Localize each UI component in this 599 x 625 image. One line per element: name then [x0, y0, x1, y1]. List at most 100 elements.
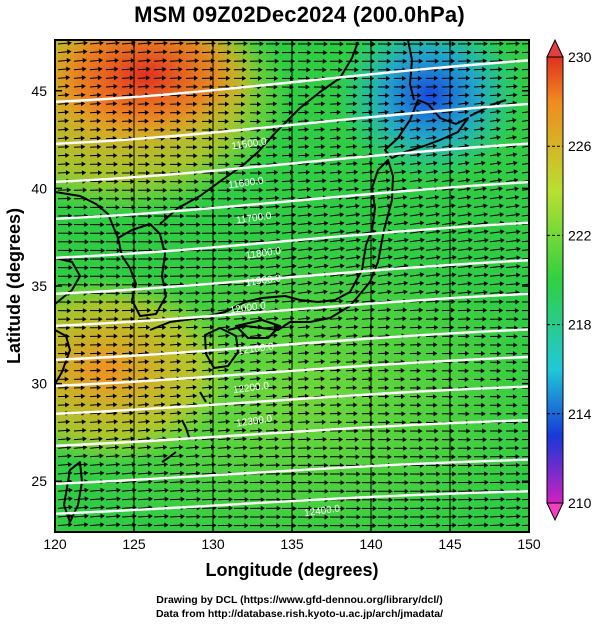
wind-arrow-head — [465, 92, 470, 98]
wind-arrow-head — [500, 255, 505, 261]
wind-arrow-head — [307, 462, 313, 468]
wind-arrow-head — [400, 101, 406, 107]
wind-arrow-head — [259, 453, 264, 459]
wind-arrow-head — [484, 522, 489, 528]
wind-arrow-head — [113, 75, 119, 81]
wind-arrow-head — [339, 462, 345, 468]
wind-arrow-head — [368, 126, 373, 133]
wind-arrow-shaft — [521, 171, 529, 174]
wind-arrow-head — [96, 118, 101, 124]
wind-arrow-head — [209, 410, 214, 416]
wind-arrow-head — [100, 222, 105, 228]
wind-arrow-head — [179, 462, 185, 468]
wind-arrow-head — [114, 444, 120, 450]
wind-arrow-head — [259, 41, 264, 47]
wind-arrow-head — [323, 445, 328, 451]
wind-arrow-head — [196, 230, 201, 236]
wind-arrow-head — [128, 367, 133, 373]
wind-arrow-head — [82, 57, 87, 63]
wind-arrow-head — [132, 265, 137, 271]
wind-arrow-head — [467, 272, 473, 278]
wind-arrow-head — [68, 265, 73, 271]
wind-arrow-head — [450, 75, 455, 81]
wind-arrow-head — [339, 454, 344, 460]
wind-arrow-head — [193, 75, 199, 81]
wind-arrow-head — [179, 453, 184, 459]
wind-arrow-head — [465, 402, 470, 408]
wind-arrow-head — [420, 522, 425, 528]
wind-arrow-head — [275, 298, 280, 304]
wind-arrow-head — [163, 49, 168, 55]
wind-arrow-head — [497, 84, 502, 90]
wind-arrow-head — [84, 282, 89, 288]
wind-arrow-head — [227, 196, 232, 202]
wind-arrow-head — [227, 462, 233, 468]
wind-arrow-head — [148, 213, 153, 219]
wind-arrow-head — [114, 170, 119, 176]
wind-arrow-head — [386, 428, 391, 434]
wind-arrow-head — [308, 220, 313, 226]
wind-arrow-head — [210, 170, 215, 176]
wind-arrow-head — [530, 162, 533, 165]
wind-arrow-head — [499, 462, 505, 468]
contour-label: 11500.0 — [231, 136, 268, 152]
wind-arrow-head — [481, 411, 486, 417]
wind-arrow-head — [240, 359, 246, 365]
wind-arrow-head — [308, 514, 313, 520]
wind-arrow-head — [243, 445, 248, 451]
wind-arrow-head — [260, 479, 265, 485]
wind-arrow-head — [160, 359, 166, 365]
wind-arrow-head — [192, 118, 197, 124]
wind-arrow-head — [304, 385, 310, 391]
wind-arrow-head — [242, 75, 247, 81]
wind-arrow-head — [498, 307, 504, 313]
x-axis-label: Longitude (degrees) — [205, 560, 378, 580]
wind-arrow-head — [227, 290, 232, 296]
wind-arrow-head — [180, 230, 185, 236]
wind-arrow-head — [401, 169, 407, 175]
wind-arrow-head — [320, 359, 326, 365]
wind-arrow-head — [212, 479, 217, 485]
height-contour — [55, 418, 529, 447]
coast-shikoku — [235, 319, 281, 339]
wind-arrow-head — [224, 110, 230, 116]
wind-arrow-head — [448, 143, 454, 149]
wind-arrow-head — [388, 471, 393, 477]
wind-arrow-head — [80, 127, 85, 133]
wind-arrow-head — [482, 316, 487, 322]
wind-arrow-head — [244, 505, 249, 511]
wind-arrow-head — [484, 229, 489, 235]
wind-arrow-head — [275, 41, 280, 47]
wind-arrow-head — [449, 333, 454, 339]
wind-arrow-head — [96, 109, 102, 115]
wind-arrow-head — [177, 144, 182, 150]
wind-arrow-head — [129, 402, 134, 408]
wind-arrow-head — [385, 324, 391, 330]
wind-arrow-head — [449, 402, 454, 408]
wind-arrow-head — [418, 428, 423, 434]
wind-arrow-head — [514, 66, 519, 72]
wind-arrow-head — [260, 221, 265, 227]
wind-arrow-head — [353, 152, 358, 158]
wind-arrow-head — [128, 376, 133, 382]
wind-arrow-head — [354, 428, 359, 434]
wind-arrow-head — [132, 247, 137, 253]
wind-arrow-head — [212, 247, 217, 253]
wind-arrow-head — [371, 212, 377, 218]
wind-arrow-head — [228, 256, 233, 262]
wind-arrow-head — [274, 187, 280, 193]
wind-arrow-head — [81, 402, 86, 408]
wind-arrow-head — [160, 144, 166, 150]
wind-arrow-head — [83, 204, 88, 210]
wind-arrow-head — [339, 280, 345, 286]
wind-arrow-head — [436, 237, 441, 243]
wind-arrow-head — [164, 256, 169, 262]
wind-arrow-head — [114, 57, 119, 64]
wind-arrow-head — [132, 487, 137, 493]
wind-arrow-head — [403, 211, 409, 218]
wind-arrow-head — [132, 496, 138, 502]
wind-arrow-head — [353, 419, 359, 425]
wind-arrow-head — [480, 368, 485, 374]
wind-arrow-head — [208, 127, 213, 133]
wind-arrow-head — [464, 126, 469, 132]
